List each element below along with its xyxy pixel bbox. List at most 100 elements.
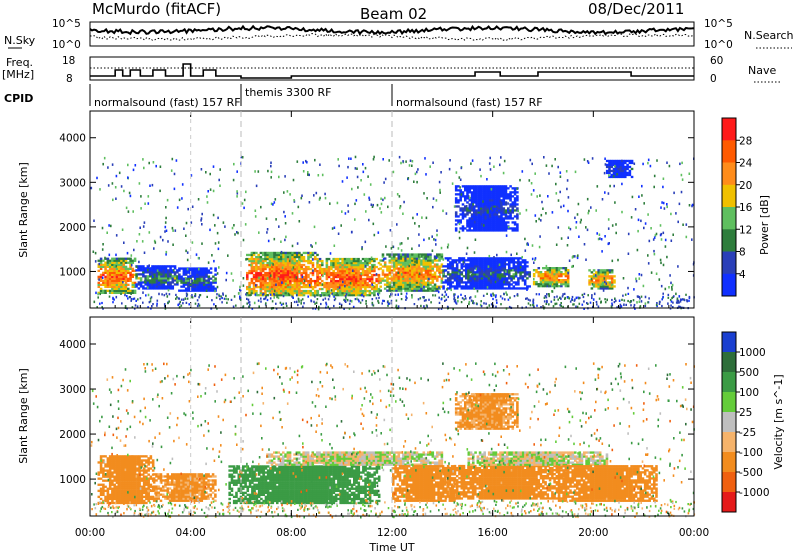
time-tick-label: 16:00 [478, 527, 508, 539]
velocity-region [228, 465, 381, 505]
velocity-scatter [90, 362, 696, 519]
cpid-segment-label: themis 3300 RF [245, 86, 332, 99]
time-axis-title: Time UT [368, 541, 414, 554]
colorbar-tick-label: 12 [739, 224, 752, 236]
y-tick-label: 4000 [59, 339, 86, 351]
power-ylabel: Slant Range [km] [17, 162, 30, 258]
velocity-colorbar-label: Velocity [m s^-1] [772, 374, 785, 469]
velocity-panel: 1000 2000 3000 4000 Slant Range [km] 1000 50… [17, 316, 785, 519]
noise-left-tick-bottom: 10^0 [52, 39, 81, 51]
colorbar-tick-label: -25 [739, 427, 756, 439]
noise-right-tick-bottom: 10^0 [704, 39, 733, 51]
power-region [588, 269, 616, 290]
noise-right-tick-top: 10^5 [704, 18, 733, 30]
freq-label-2: [MHz] [2, 68, 34, 81]
colorbar-swatch [722, 372, 736, 393]
nave-label: Nave [748, 64, 776, 77]
colorbar-swatch [722, 432, 736, 453]
colorbar-swatch [722, 492, 736, 513]
velocity-region [152, 473, 217, 502]
colorbar-tick-label: 8 [739, 247, 746, 259]
colorbar-swatch [722, 229, 736, 252]
frequency-panel: Freq. [MHz] 18 8 60 0 Nave [2, 55, 780, 85]
y-tick-label: 2000 [59, 429, 86, 441]
colorbar-tick-label: 20 [739, 180, 752, 192]
colorbar-swatch [722, 352, 736, 373]
cpid-segment-label: normalsound (fast) 157 RF [94, 96, 241, 109]
y-tick-label: 2000 [59, 222, 86, 234]
power-region [532, 267, 570, 288]
noise-search-label: N.Search [744, 29, 794, 42]
colorbar-tick-label: -100 [739, 447, 763, 459]
y-tick-label: 1000 [59, 474, 86, 486]
date-title: 08/Dec/2011 [588, 0, 684, 18]
velocity-ylabel: Slant Range [km] [17, 368, 30, 464]
noise-search-line [89, 33, 695, 41]
colorbar-swatch [722, 452, 736, 473]
velocity-region [467, 451, 609, 466]
time-tick-label: 00:00 [75, 527, 105, 539]
colorbar-swatch [722, 251, 736, 275]
noise-sky-line [89, 24, 695, 36]
colorbar-swatch [722, 392, 736, 413]
y-tick-label: 1000 [59, 266, 86, 278]
colorbar-swatch [722, 118, 736, 141]
frequency-line [90, 63, 694, 79]
colorbar-swatch [722, 140, 736, 163]
power-region [379, 253, 444, 292]
freq-right-tick-top: 60 [710, 55, 723, 67]
noise-panel: N.Sky 10^5 10^0 10^5 10^0 N.Search [4, 18, 794, 51]
time-tick-label: 20:00 [578, 527, 608, 539]
time-tick-label: 12:00 [377, 527, 407, 539]
colorbar-swatch [722, 184, 736, 208]
velocity-region [454, 393, 519, 430]
freq-label-1: Freq. [6, 56, 33, 69]
power-region [135, 265, 179, 290]
colorbar-tick-label: 100 [739, 387, 759, 399]
time-tick-label: 08:00 [276, 527, 306, 539]
y-tick-label: 4000 [59, 133, 86, 145]
power-region [605, 159, 634, 179]
y-tick-label: 3000 [59, 177, 86, 189]
velocity-region [442, 464, 570, 500]
power-region [454, 185, 519, 232]
velocity-region [266, 451, 444, 466]
colorbar-tick-label: 500 [739, 367, 759, 379]
noise-sky-label: N.Sky [4, 34, 36, 47]
power-scatter [90, 155, 695, 311]
power-region [246, 251, 319, 297]
colorbar-tick-label: 24 [739, 158, 753, 170]
freq-right-tick-bottom: 0 [710, 73, 717, 85]
colorbar-swatch [722, 332, 736, 353]
colorbar-swatch [722, 273, 736, 297]
colorbar-swatch [722, 162, 736, 186]
power-region [178, 267, 217, 292]
beam-title: Beam 02 [360, 5, 427, 23]
colorbar-tick-label: 28 [739, 135, 752, 147]
noise-left-tick-top: 10^5 [52, 18, 81, 30]
cpid-label: CPID [4, 92, 33, 105]
colorbar-tick-label: 16 [739, 202, 753, 214]
colorbar-swatch [722, 412, 736, 433]
colorbar-tick-label: 4 [739, 269, 746, 281]
velocity-region [555, 465, 658, 502]
station-title: McMurdo (fitACF) [92, 0, 221, 18]
velocity-region [97, 455, 155, 505]
power-region [97, 257, 137, 295]
time-tick-label: 04:00 [176, 527, 206, 539]
colorbar-swatch [722, 207, 736, 230]
freq-left-tick-top: 18 [62, 55, 75, 67]
colorbar-tick-label: -1000 [739, 487, 770, 499]
time-tick-label: 00:00 [679, 527, 709, 539]
cpid-row: CPID normalsound (fast) 157 RF themis 330… [4, 84, 543, 109]
power-panel: 1000 2000 3000 4000 Slant Range [km] 4 8 12 16… [17, 110, 771, 311]
colorbar-swatch [722, 472, 736, 493]
freq-left-tick-bottom: 8 [66, 73, 73, 85]
y-tick-label: 3000 [59, 384, 86, 396]
colorbar-tick-label: 25 [739, 407, 752, 419]
cpid-segment-label: normalsound (fast) 157 RF [396, 96, 543, 109]
colorbar-frame [721, 331, 737, 513]
colorbar-tick-label: -500 [739, 467, 763, 479]
colorbar-tick-label: 1000 [739, 347, 766, 359]
